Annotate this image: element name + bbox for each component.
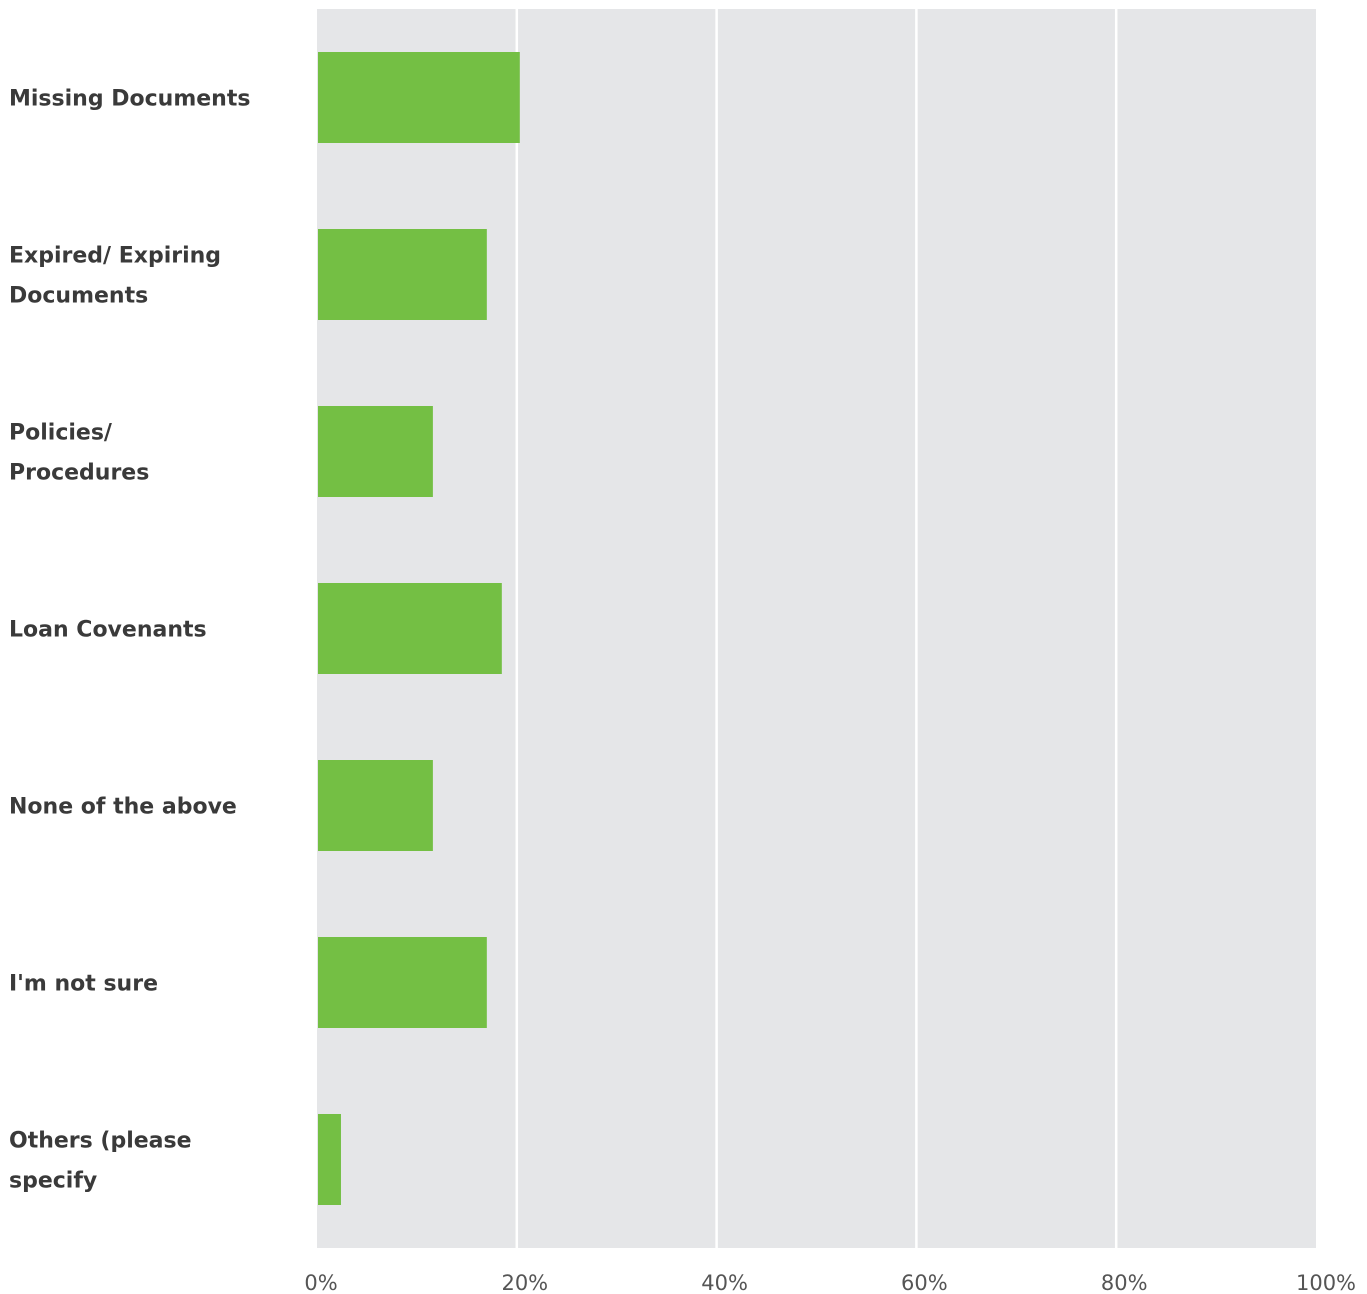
category-label: None of the above bbox=[9, 795, 237, 820]
category-label: Others (please specify bbox=[9, 1129, 192, 1194]
bar bbox=[318, 760, 433, 851]
bars bbox=[318, 52, 520, 1205]
bar bbox=[318, 937, 487, 1028]
bar bbox=[318, 229, 487, 320]
category-labels: Missing Documents Expired/ Expiring Docume… bbox=[9, 87, 250, 1194]
category-label: Policies/Procedures bbox=[9, 421, 149, 486]
bar bbox=[318, 52, 520, 143]
x-tick-labels: 0% 20% 40% 60% 80% 100% bbox=[304, 1271, 1356, 1294]
x-tick-label: 80% bbox=[1101, 1271, 1148, 1294]
gridlines bbox=[515, 9, 1118, 1248]
x-tick-label: 40% bbox=[701, 1271, 748, 1294]
x-tick-label: 20% bbox=[501, 1271, 548, 1294]
bar bbox=[318, 1114, 341, 1205]
x-tick-label: 100% bbox=[1296, 1271, 1356, 1294]
category-label: Expired/ Expiring Documents bbox=[9, 244, 221, 309]
category-label: Missing Documents bbox=[9, 87, 250, 112]
x-tick-label: 0% bbox=[304, 1271, 337, 1294]
bar bbox=[318, 583, 502, 674]
category-label: Loan Covenants bbox=[9, 618, 207, 643]
category-label: I'm not sure bbox=[9, 972, 158, 997]
bar bbox=[318, 406, 433, 497]
x-tick-label: 60% bbox=[901, 1271, 948, 1294]
